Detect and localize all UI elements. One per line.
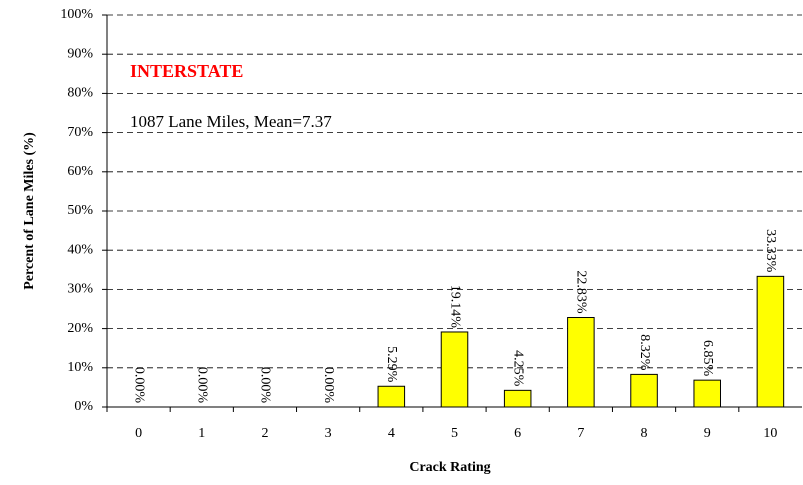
- y-tick-label: 80%: [67, 86, 93, 101]
- x-tick-label: 4: [388, 426, 395, 441]
- y-tick-label: 0%: [74, 399, 93, 414]
- annotation: INTERSTATE: [130, 61, 243, 81]
- data-label: 0.00%: [131, 367, 146, 404]
- y-tick-label: 50%: [67, 203, 93, 218]
- data-label: 19.14%: [447, 285, 462, 329]
- bar: [693, 379, 721, 408]
- data-label: 4.25%: [510, 350, 525, 387]
- x-tick-label: 5: [451, 426, 458, 441]
- data-label: 5.29%: [384, 346, 399, 383]
- bar: [630, 373, 658, 408]
- y-axis-label: Percent of Lane Miles (%): [22, 132, 37, 290]
- x-tick-label: 7: [577, 426, 584, 441]
- bar: [756, 275, 785, 408]
- annotation: 1087 Lane Miles, Mean=7.37: [130, 112, 332, 131]
- x-axis-label: Crack Rating: [409, 460, 490, 475]
- data-label: 0.00%: [195, 367, 210, 404]
- data-label: 0.00%: [321, 367, 336, 404]
- bar: [377, 385, 406, 408]
- bar: [503, 389, 532, 408]
- x-tick-label: 8: [641, 426, 648, 441]
- x-tick-label: 1: [198, 426, 205, 441]
- bar: [567, 317, 595, 408]
- x-tick-label: 2: [261, 426, 268, 441]
- x-tick-label: 6: [514, 426, 521, 441]
- x-tick-label: 10: [763, 426, 777, 441]
- data-label: 33.33%: [763, 229, 778, 273]
- data-label: 6.85%: [700, 340, 715, 377]
- y-tick-label: 90%: [67, 46, 93, 61]
- data-label: 22.83%: [574, 270, 589, 314]
- data-label: 0.00%: [258, 367, 273, 404]
- x-tick-label: 0: [135, 426, 142, 441]
- y-tick-label: 100%: [60, 7, 93, 22]
- bar: [440, 331, 469, 408]
- y-tick-label: 20%: [67, 321, 93, 336]
- y-tick-label: 10%: [67, 360, 93, 375]
- data-label: 8.32%: [637, 334, 652, 371]
- x-tick-label: 9: [704, 426, 711, 441]
- y-tick-label: 40%: [67, 242, 93, 257]
- y-tick-label: 60%: [67, 164, 93, 179]
- x-tick-label: 3: [325, 426, 332, 441]
- y-tick-label: 70%: [67, 125, 93, 140]
- y-tick-label: 30%: [67, 282, 93, 297]
